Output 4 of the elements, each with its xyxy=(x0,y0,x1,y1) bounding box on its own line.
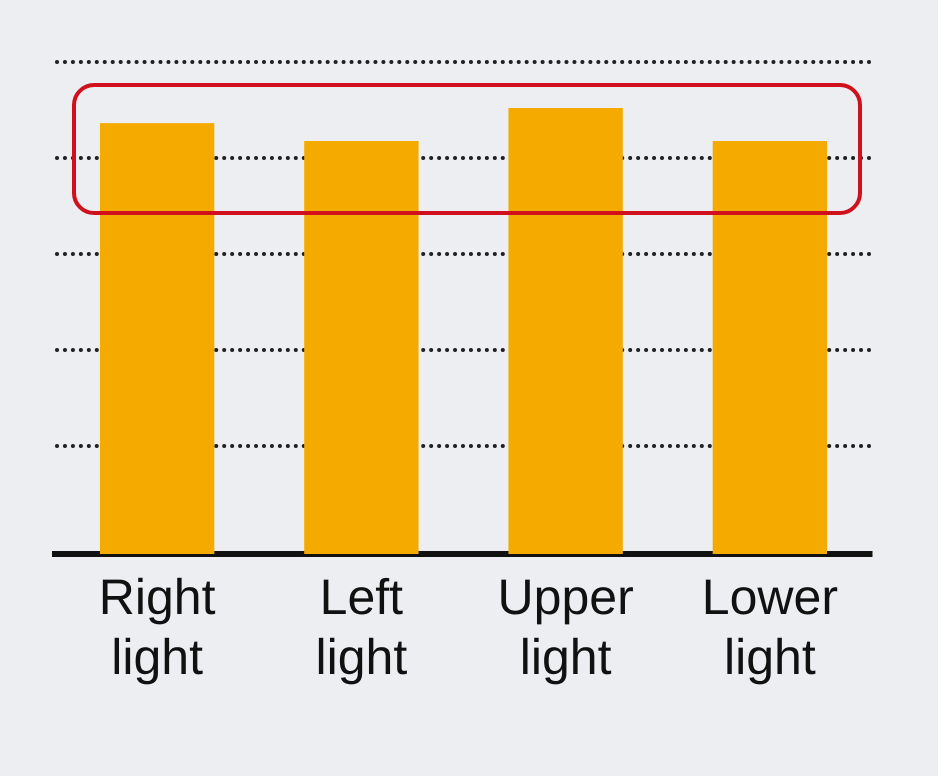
x-tick-label: Lower light xyxy=(702,568,838,685)
x-tick-label: Upper light xyxy=(498,568,634,685)
x-tick-label: Right light xyxy=(98,568,216,685)
x-tick-label: Left light xyxy=(316,568,408,685)
